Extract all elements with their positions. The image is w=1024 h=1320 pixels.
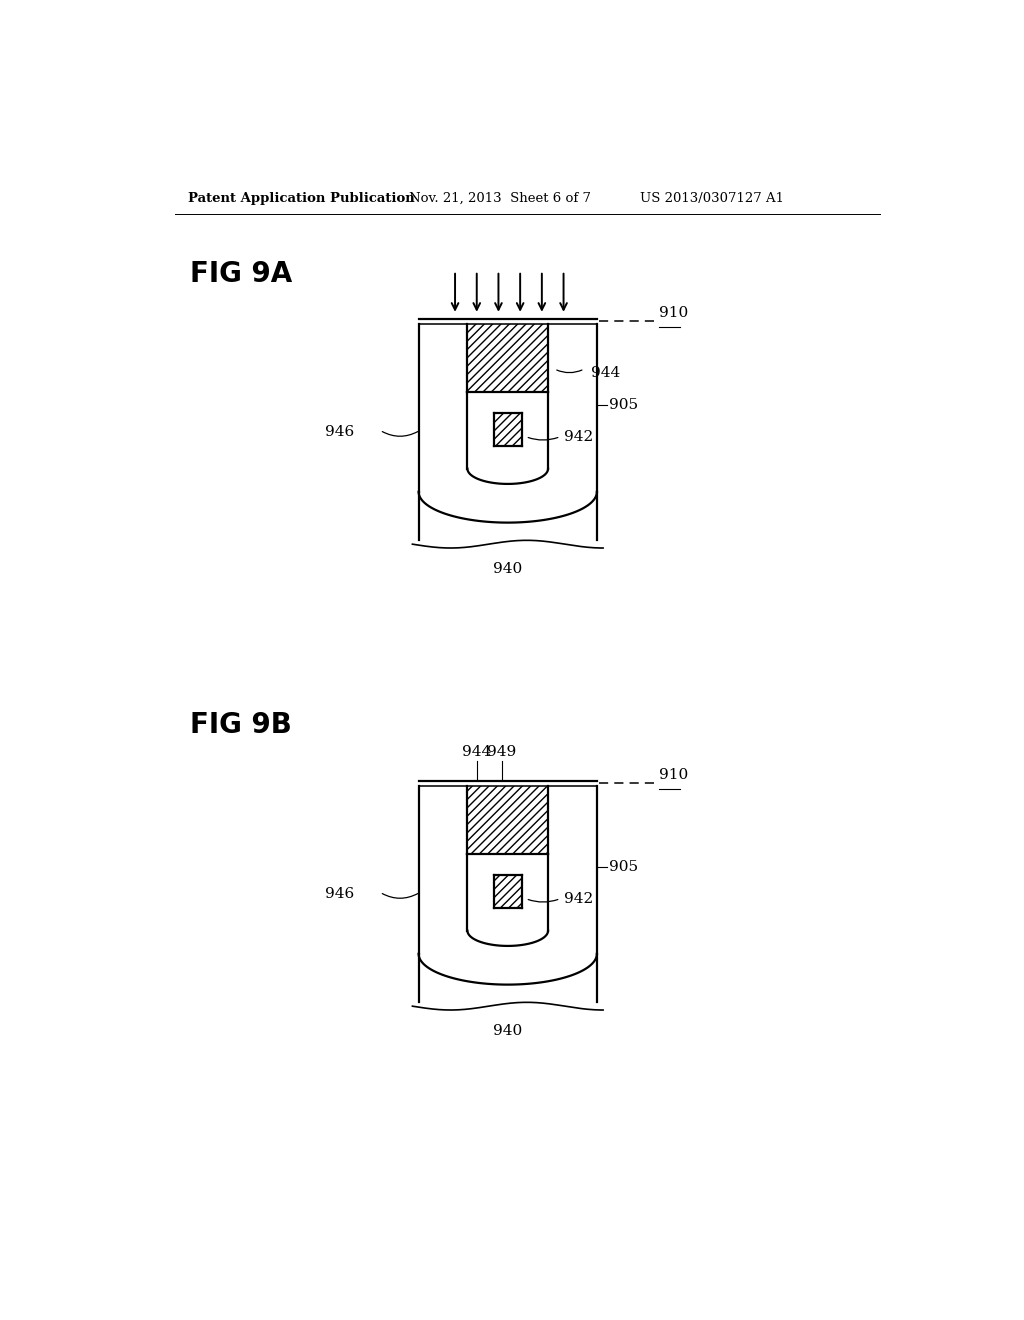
- Text: 910: 910: [658, 306, 688, 321]
- Text: 940: 940: [494, 562, 522, 576]
- Text: Nov. 21, 2013  Sheet 6 of 7: Nov. 21, 2013 Sheet 6 of 7: [409, 191, 591, 205]
- Text: 942: 942: [564, 891, 594, 906]
- Text: US 2013/0307127 A1: US 2013/0307127 A1: [640, 191, 783, 205]
- Text: 944: 944: [591, 366, 620, 380]
- Text: 910: 910: [658, 768, 688, 783]
- Bar: [495, 875, 521, 907]
- Text: 905: 905: [609, 397, 638, 412]
- Text: 905: 905: [609, 859, 638, 874]
- Bar: [468, 325, 548, 391]
- Bar: [468, 787, 548, 853]
- Text: FIG 9A: FIG 9A: [190, 260, 292, 288]
- Text: 944: 944: [462, 744, 492, 759]
- Text: 946: 946: [325, 887, 354, 900]
- Text: 949: 949: [487, 744, 516, 759]
- Bar: [495, 413, 521, 445]
- Text: 942: 942: [564, 429, 594, 444]
- Text: 946: 946: [325, 425, 354, 438]
- Text: Patent Application Publication: Patent Application Publication: [188, 191, 415, 205]
- Text: 940: 940: [494, 1024, 522, 1038]
- Text: FIG 9B: FIG 9B: [190, 711, 292, 739]
